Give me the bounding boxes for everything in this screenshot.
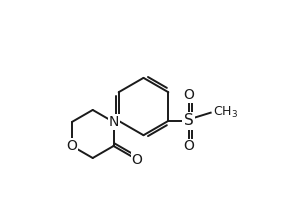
Text: O: O bbox=[183, 88, 194, 103]
Text: O: O bbox=[67, 139, 77, 153]
Text: CH$_3$: CH$_3$ bbox=[213, 105, 238, 120]
Text: N: N bbox=[108, 115, 119, 129]
Text: O: O bbox=[132, 153, 143, 167]
Text: S: S bbox=[184, 113, 194, 128]
Text: O: O bbox=[183, 139, 194, 153]
